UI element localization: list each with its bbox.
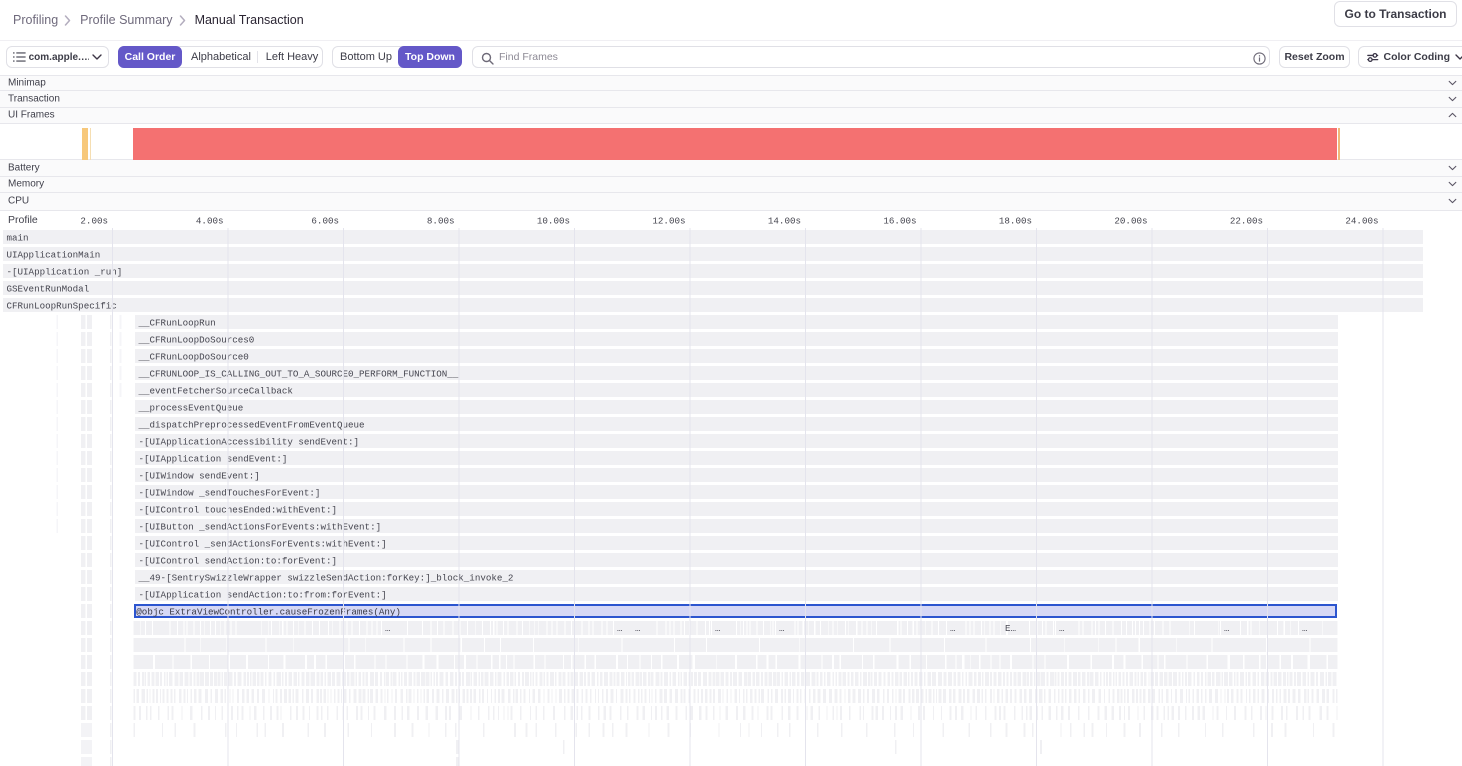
svg-text:__CFRunLoopDoSources0: __CFRunLoopDoSources0	[138, 335, 255, 346]
svg-text:…: …	[779, 623, 785, 634]
svg-text:-[UIApplication sendAction:to:: -[UIApplication sendAction:to:from:forEv…	[139, 590, 387, 601]
svg-text:__processEventQueue: __processEventQueue	[138, 403, 244, 414]
svg-text:-[UIControl touchesEnded:withE: -[UIControl touchesEnded:withEvent:]	[139, 505, 337, 516]
svg-text:6.00s: 6.00s	[311, 216, 339, 227]
svg-text:@objc ExtraViewController.caus: @objc ExtraViewController.causeFrozenFra…	[136, 607, 401, 618]
svg-text:8.00s: 8.00s	[427, 216, 455, 227]
svg-text:2.00s: 2.00s	[80, 216, 108, 227]
svg-text:-[UIApplication sendEvent:]: -[UIApplication sendEvent:]	[139, 454, 288, 465]
svg-text:18.00s: 18.00s	[999, 216, 1032, 227]
svg-text:…: …	[1059, 623, 1065, 634]
svg-text:-[UIApplicationAccessibility s: -[UIApplicationAccessibility sendEvent:]	[139, 437, 360, 448]
svg-text:-[UIControl _sendActionsForEve: -[UIControl _sendActionsForEvents:withEv…	[139, 539, 387, 550]
svg-text:__49-[SentrySwizzleWrapper swi: __49-[SentrySwizzleWrapper swizzleSendAc…	[138, 573, 514, 584]
svg-text:-[UIWindow _sendTouchesForEven: -[UIWindow _sendTouchesForEvent:]	[139, 488, 321, 499]
svg-text:16.00s: 16.00s	[883, 216, 916, 227]
svg-text:10.00s: 10.00s	[537, 216, 570, 227]
svg-text:…: …	[617, 623, 623, 634]
svg-text:-[UIButton _sendActionsForEven: -[UIButton _sendActionsForEvents:withEve…	[139, 522, 382, 533]
svg-text:CFRunLoopRunSpecific: CFRunLoopRunSpecific	[7, 301, 117, 312]
svg-text:__CFRunLoopRun: __CFRunLoopRun	[138, 318, 216, 329]
svg-text:-[UIWindow sendEvent:]: -[UIWindow sendEvent:]	[139, 471, 260, 482]
svg-text:__dispatchPreprocessedEventFro: __dispatchPreprocessedEventFromEventQueu…	[138, 420, 365, 431]
svg-text:…: …	[715, 623, 721, 634]
svg-text:12.00s: 12.00s	[652, 216, 685, 227]
svg-text:GSEventRunModal: GSEventRunModal	[7, 284, 90, 295]
svg-text:__CFRunLoopDoSource0: __CFRunLoopDoSource0	[138, 352, 249, 363]
svg-text:E…: E…	[1005, 623, 1016, 634]
svg-text:-[UIControl sendAction:to:forE: -[UIControl sendAction:to:forEvent:]	[139, 556, 337, 567]
svg-text:4.00s: 4.00s	[196, 216, 224, 227]
svg-text:-[UIApplication _run]: -[UIApplication _run]	[7, 267, 123, 278]
svg-text:…: …	[385, 623, 391, 634]
svg-text:…: …	[950, 623, 956, 634]
svg-text:main: main	[7, 233, 29, 244]
svg-text:UIApplicationMain: UIApplicationMain	[7, 250, 101, 261]
svg-text:14.00s: 14.00s	[768, 216, 801, 227]
svg-text:…: …	[1224, 623, 1230, 634]
svg-text:20.00s: 20.00s	[1114, 216, 1147, 227]
svg-text:Profile: Profile	[8, 214, 38, 226]
svg-text:__eventFetcherSourceCallback: __eventFetcherSourceCallback	[138, 386, 294, 397]
svg-text:24.00s: 24.00s	[1345, 216, 1378, 227]
svg-text:22.00s: 22.00s	[1230, 216, 1263, 227]
svg-text:__CFRUNLOOP_IS_CALLING_OUT_TO_: __CFRUNLOOP_IS_CALLING_OUT_TO_A_SOURCE0_…	[138, 369, 459, 380]
svg-text:…: …	[1302, 623, 1308, 634]
svg-text:…: …	[635, 623, 641, 634]
